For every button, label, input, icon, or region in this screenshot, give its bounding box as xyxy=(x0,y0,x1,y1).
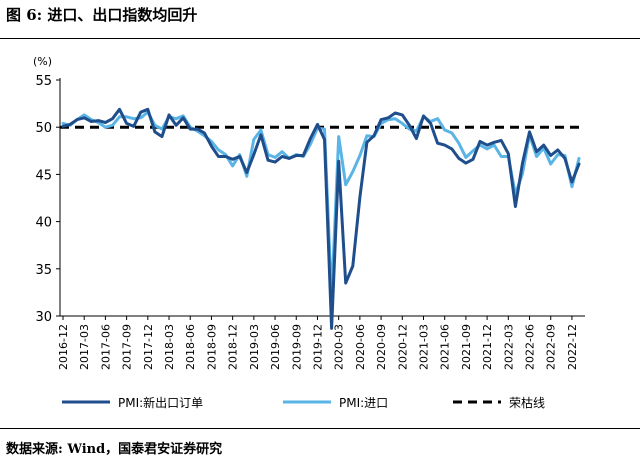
legend-item-reference-line: 荣枯线 xyxy=(453,395,545,410)
legend-label: PMI:新出口订单 xyxy=(118,395,203,410)
y-tick-label: 35 xyxy=(35,263,52,278)
x-tick-label: 2021-09 xyxy=(460,324,473,370)
x-tick-label: 2019-12 xyxy=(311,324,324,370)
x-tick-label: 2017-09 xyxy=(121,324,134,370)
y-unit-label: (%) xyxy=(33,55,52,68)
x-tick-label: 2016-12 xyxy=(57,324,70,370)
figure-title: 图 6: 进口、出口指数均回升 xyxy=(6,6,198,24)
x-tick-label: 2020-06 xyxy=(354,324,367,370)
x-tick-label: 2021-12 xyxy=(481,324,494,370)
x-axis: 2016-12 2017-03 2017-06 2017-09 2017-12 2018-… xyxy=(57,316,579,370)
y-tick-label: 45 xyxy=(35,168,52,183)
legend: PMI:新出口订单 PMI:进口 荣枯线 xyxy=(62,395,545,410)
x-tick-label: 2018-03 xyxy=(163,324,176,370)
x-tick-label: 2019-09 xyxy=(290,324,303,370)
bottom-divider xyxy=(0,428,640,429)
x-tick-label: 2020-09 xyxy=(375,324,388,370)
x-tick-label: 2018-06 xyxy=(184,324,197,370)
series-layer xyxy=(60,107,585,330)
legend-item-new-export-orders: PMI:新出口订单 xyxy=(62,395,203,410)
x-tick-label: 2020-03 xyxy=(333,324,346,370)
source-note: 数据来源: Wind，国泰君安证券研究 xyxy=(6,442,223,457)
legend-label: 荣枯线 xyxy=(509,395,545,410)
x-tick-label: 2018-09 xyxy=(205,324,218,370)
x-tick-label: 2019-06 xyxy=(269,324,282,370)
x-tick-label: 2022-06 xyxy=(524,324,537,370)
x-tick-label: 2018-12 xyxy=(227,324,240,370)
x-tick-label: 2019-03 xyxy=(248,324,261,370)
x-tick-label: 2017-12 xyxy=(142,324,155,370)
y-tick-label: 50 xyxy=(35,121,52,136)
legend-label: PMI:进口 xyxy=(339,396,388,410)
series-line-new-export-orders xyxy=(61,107,581,330)
x-tick-label: 2017-03 xyxy=(78,324,91,370)
x-tick-label: 2021-06 xyxy=(439,324,452,370)
y-tick-label: 40 xyxy=(35,216,52,231)
y-axis: 30 35 40 45 50 55 (%) xyxy=(33,55,60,325)
x-tick-label: 2022-09 xyxy=(545,324,558,370)
y-tick-label: 55 xyxy=(35,74,52,89)
x-tick-label: 2021-03 xyxy=(417,324,430,370)
x-tick-label: 2022-03 xyxy=(502,324,515,370)
x-tick-label: 2022-12 xyxy=(566,324,579,370)
y-tick-label: 30 xyxy=(35,310,52,325)
x-tick-label: 2020-12 xyxy=(396,324,409,370)
x-tick-label: 2017-06 xyxy=(99,324,112,370)
legend-item-import: PMI:进口 xyxy=(283,396,388,410)
top-divider xyxy=(0,38,640,39)
